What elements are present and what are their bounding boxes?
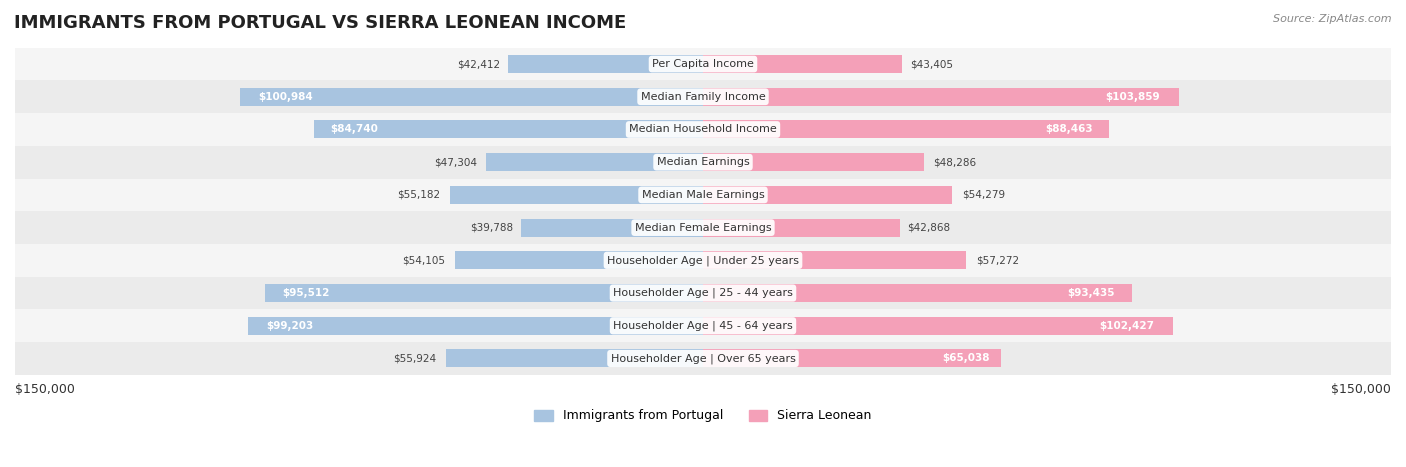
Text: $39,788: $39,788 [470, 223, 513, 233]
Text: Householder Age | 45 - 64 years: Householder Age | 45 - 64 years [613, 320, 793, 331]
Bar [703, 153, 925, 171]
Bar [264, 284, 703, 302]
Text: Median Household Income: Median Household Income [628, 125, 778, 134]
Bar [703, 317, 1173, 335]
Text: $100,984: $100,984 [259, 92, 314, 102]
Text: $42,868: $42,868 [907, 223, 950, 233]
Bar [509, 55, 703, 73]
Text: $88,463: $88,463 [1045, 125, 1092, 134]
Text: $55,182: $55,182 [396, 190, 440, 200]
Text: Median Female Earnings: Median Female Earnings [634, 223, 772, 233]
Bar [520, 219, 703, 237]
Bar [447, 349, 703, 368]
Bar [450, 186, 703, 204]
Text: $93,435: $93,435 [1067, 288, 1115, 298]
Text: Per Capita Income: Per Capita Income [652, 59, 754, 69]
Text: $55,924: $55,924 [394, 354, 436, 363]
Bar [703, 88, 1180, 106]
Text: $54,105: $54,105 [402, 255, 444, 265]
Text: Median Male Earnings: Median Male Earnings [641, 190, 765, 200]
Bar [15, 146, 1391, 178]
Bar [240, 88, 703, 106]
Bar [15, 277, 1391, 310]
Text: $43,405: $43,405 [910, 59, 953, 69]
Text: Householder Age | Under 25 years: Householder Age | Under 25 years [607, 255, 799, 266]
Bar [315, 120, 703, 139]
Text: $150,000: $150,000 [15, 383, 75, 396]
Text: $99,203: $99,203 [266, 321, 314, 331]
Text: Median Family Income: Median Family Income [641, 92, 765, 102]
Text: $84,740: $84,740 [330, 125, 378, 134]
Text: $48,286: $48,286 [934, 157, 976, 167]
Bar [703, 219, 900, 237]
Legend: Immigrants from Portugal, Sierra Leonean: Immigrants from Portugal, Sierra Leonean [530, 404, 876, 427]
Bar [15, 113, 1391, 146]
Text: $54,279: $54,279 [962, 190, 1005, 200]
Text: Householder Age | 25 - 44 years: Householder Age | 25 - 44 years [613, 288, 793, 298]
Text: $65,038: $65,038 [942, 354, 990, 363]
Text: $47,304: $47,304 [434, 157, 478, 167]
Text: Median Earnings: Median Earnings [657, 157, 749, 167]
Bar [15, 211, 1391, 244]
Text: IMMIGRANTS FROM PORTUGAL VS SIERRA LEONEAN INCOME: IMMIGRANTS FROM PORTUGAL VS SIERRA LEONE… [14, 14, 626, 32]
Bar [703, 120, 1109, 139]
Bar [703, 349, 1001, 368]
Bar [703, 186, 952, 204]
Bar [15, 178, 1391, 211]
Bar [703, 55, 903, 73]
Bar [486, 153, 703, 171]
Bar [703, 284, 1132, 302]
Bar [15, 342, 1391, 375]
Bar [247, 317, 703, 335]
Text: $57,272: $57,272 [976, 255, 1019, 265]
Bar [15, 80, 1391, 113]
Bar [15, 48, 1391, 80]
Text: $103,859: $103,859 [1105, 92, 1160, 102]
Bar [454, 251, 703, 269]
Bar [703, 251, 966, 269]
Text: $42,412: $42,412 [457, 59, 501, 69]
Text: Householder Age | Over 65 years: Householder Age | Over 65 years [610, 353, 796, 364]
Text: $95,512: $95,512 [283, 288, 330, 298]
Text: $102,427: $102,427 [1099, 321, 1154, 331]
Bar [15, 310, 1391, 342]
Bar [15, 244, 1391, 277]
Text: Source: ZipAtlas.com: Source: ZipAtlas.com [1274, 14, 1392, 24]
Text: $150,000: $150,000 [1331, 383, 1391, 396]
